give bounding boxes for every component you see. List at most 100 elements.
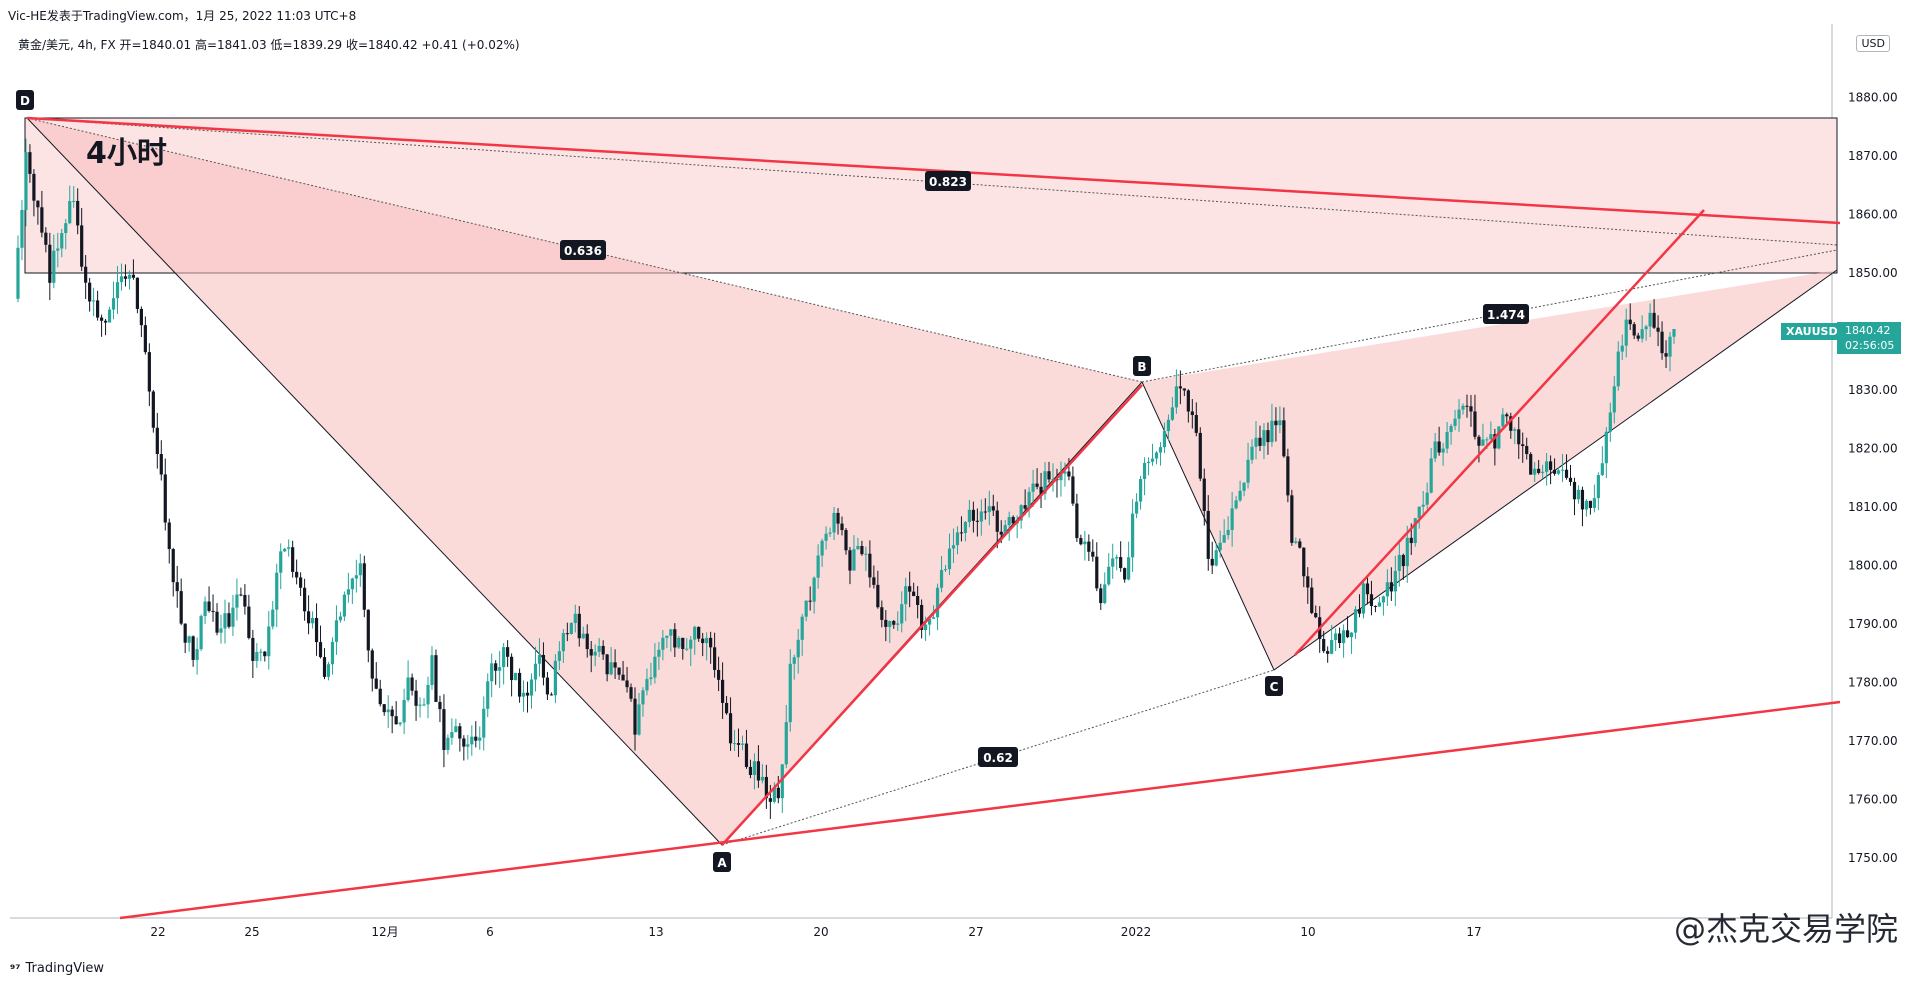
candle-body [1270,420,1274,443]
candle-body [1079,538,1083,545]
candle-body [358,563,362,576]
candle-body [271,609,275,627]
candle-body [1397,554,1401,571]
candle-body [28,152,32,174]
candle-body [40,207,44,233]
candle-body [979,511,983,522]
candle-body [1361,583,1366,614]
candle-body [1131,513,1135,558]
candle-body [1238,490,1242,501]
time-tick-label: 27 [968,925,983,939]
symbol-legend: 黄金/美元, 4h, FX 开=1840.01 高=1841.03 低=1839… [18,38,520,52]
candle-body [689,639,693,649]
trendline-upper[interactable] [26,116,1841,225]
candle-body [139,308,143,326]
candle-body [195,649,199,660]
publisher-info: Vic-HE发表于TradingView.com，1月 25, 2022 11:… [8,9,357,23]
candle-body [569,623,573,635]
candle-body [991,506,995,511]
candle-body [68,201,72,224]
candle-body [705,637,709,644]
candle-body [561,633,565,652]
candle-body [366,609,370,651]
candle-body [1146,461,1151,463]
candle-body [1310,587,1314,613]
candle-body [111,298,116,310]
candle-body [709,637,713,648]
candle-body [1111,558,1115,567]
candle-body [64,223,68,234]
candle-body [1123,568,1127,580]
candle-body [1493,434,1497,449]
candle-body [362,563,366,610]
candle-body [322,657,327,677]
candle-body [812,577,816,602]
candle-body [637,704,641,735]
candle-body [446,737,450,750]
candle-body [1282,420,1286,457]
candle-body [577,613,581,639]
trendline-ab[interactable] [721,384,1143,846]
candle-body [1521,444,1525,447]
candle-body [306,611,311,624]
candle-body [621,674,625,681]
candle-body [231,607,235,627]
candle-body [60,233,64,249]
candle-body [713,647,717,670]
candle-body [251,637,255,661]
candle-body [318,642,323,658]
candle-body [597,645,601,652]
candle-body [1322,638,1326,652]
candle-body [1437,441,1441,453]
candle-body [1485,439,1489,441]
candle-body [1011,516,1015,524]
price-axis-ticks[interactable]: 1750.00 1760.00 1770.00 1780.00 1790.00 1800.… [1848,91,1898,866]
candle-body [88,282,92,302]
candle-body [1513,429,1517,431]
candle-body [1326,651,1330,654]
candle-body [310,617,315,624]
candle-body [1477,436,1481,446]
candle-body [394,716,398,725]
candle-body [56,248,60,251]
candle-body [828,532,832,534]
candle-body [1517,429,1521,445]
candle-body [215,611,219,633]
candle-body [533,663,538,680]
candle-body [1107,566,1111,585]
candle-body [1314,612,1318,618]
candle-body [287,547,291,549]
currency-button[interactable]: USD [1856,35,1890,52]
price-tick-label: 1820.00 [1848,442,1898,456]
candle-body [1664,353,1668,357]
candle-body [939,570,944,588]
candle-body [521,692,526,697]
candle-body [1286,456,1290,496]
trendline-lower[interactable] [119,700,1841,920]
candle-body [868,553,872,578]
candle-body [848,550,852,571]
candle-body [661,637,665,650]
time-axis-ticks[interactable]: 22 25 12月 6 13 20 27 2022 10 17 [150,925,1481,939]
candle-body [1218,542,1222,551]
candle-body [1505,414,1509,417]
tradingview-brand[interactable]: ⁹⁷ TradingView [10,961,104,976]
candle-body [342,594,347,617]
candle-body [1572,481,1577,500]
candle-body [1580,489,1585,510]
candle-body [478,737,482,741]
candle-body [179,591,183,624]
candle-body [641,690,645,705]
candle-body [1039,486,1043,494]
candle-body [1138,478,1143,502]
candle-body [1417,506,1421,519]
candle-body [872,577,876,585]
candle-body [283,548,287,552]
candle-body [99,317,104,321]
candle-body [1604,431,1608,464]
pattern-leg-xab [27,118,1142,845]
trendline-c-up[interactable] [1294,209,1705,656]
candle-body [382,704,386,713]
ratio-label-0823-text: 0.823 [929,175,967,189]
